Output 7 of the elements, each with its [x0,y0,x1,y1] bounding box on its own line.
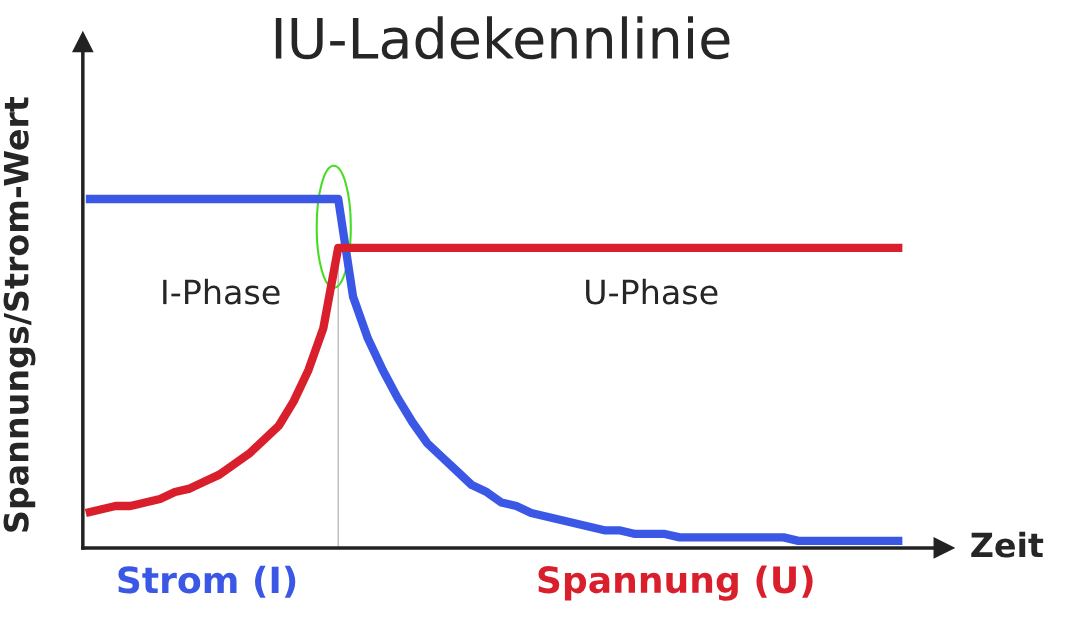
y-axis-title: Spannungs/Strom-Wert [3,96,36,532]
text: Strom (I) [118,565,296,598]
text: Spannung (U) [538,565,813,601]
x-axis-title: Zeit [971,531,1044,558]
annotation: U-Phase [586,278,718,305]
annotation: I-Phase [163,278,280,305]
chart-title: IU-Ladekennlinie [275,16,730,60]
